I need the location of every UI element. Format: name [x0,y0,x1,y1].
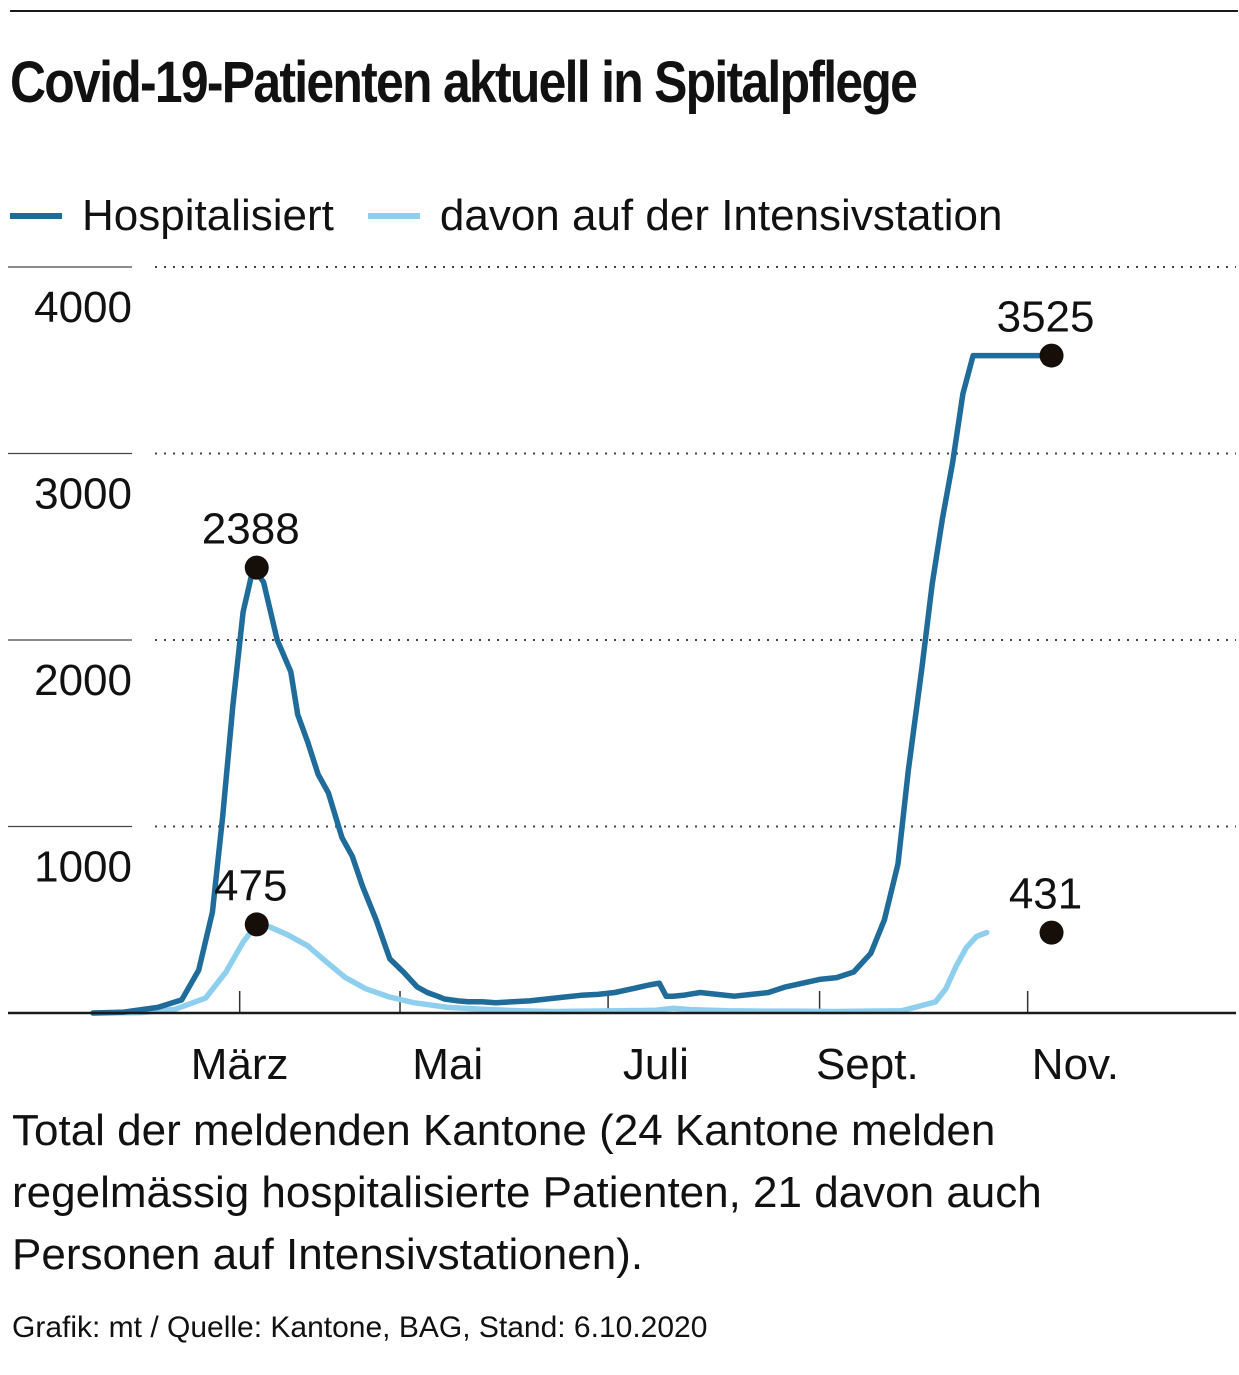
chart-title: Covid-19-Patienten aktuell in Spitalpfle… [10,50,918,115]
annotation-dot [244,912,269,937]
y-tick-label: 4000 [34,283,132,332]
legend-label-hospitalisiert: Hospitalisiert [82,191,334,240]
legend-label-intensivstation: davon auf der Intensivstation [439,191,1003,240]
annotation-label: 475 [214,861,287,910]
annotation-dot [244,555,269,580]
legend-item-intensivstation: davon auf der Intensivstation [367,191,1003,241]
x-tick-label: Juli [623,1040,689,1089]
y-tick-label: 1000 [34,843,132,892]
annotation-label: 2388 [202,505,300,554]
annotation-dot [1039,343,1064,368]
chart-caption: Total der meldenden Kantone (24 Kantone … [12,1106,1042,1279]
series-line-hospitalisiert [90,352,1048,1016]
x-tick-label: Mai [412,1040,483,1089]
annotation-label: 3525 [997,293,1095,342]
x-tick-label: Nov. [1032,1040,1119,1089]
annotation-label: 431 [1009,870,1082,919]
line-chart: 1000 2000 3000 4000 März Mai Juli Sept. Nov. 2388… [8,266,1236,1089]
annotation-dot [1039,920,1064,945]
x-tick-label: Sept. [816,1040,919,1089]
chart-source: Grafik: mt / Quelle: Kantone, BAG, Stand… [12,1311,708,1344]
legend-swatch-hospitalisiert [10,213,62,219]
y-tick-label: 3000 [34,470,132,519]
legend: Hospitalisiert davon auf der Intensivsta… [10,186,1036,246]
legend-item-hospitalisiert: Hospitalisiert [10,191,334,241]
top-rule [10,10,1238,12]
y-tick-label: 2000 [34,656,132,705]
legend-swatch-intensivstation [367,213,420,219]
x-tick-label: März [191,1040,289,1089]
